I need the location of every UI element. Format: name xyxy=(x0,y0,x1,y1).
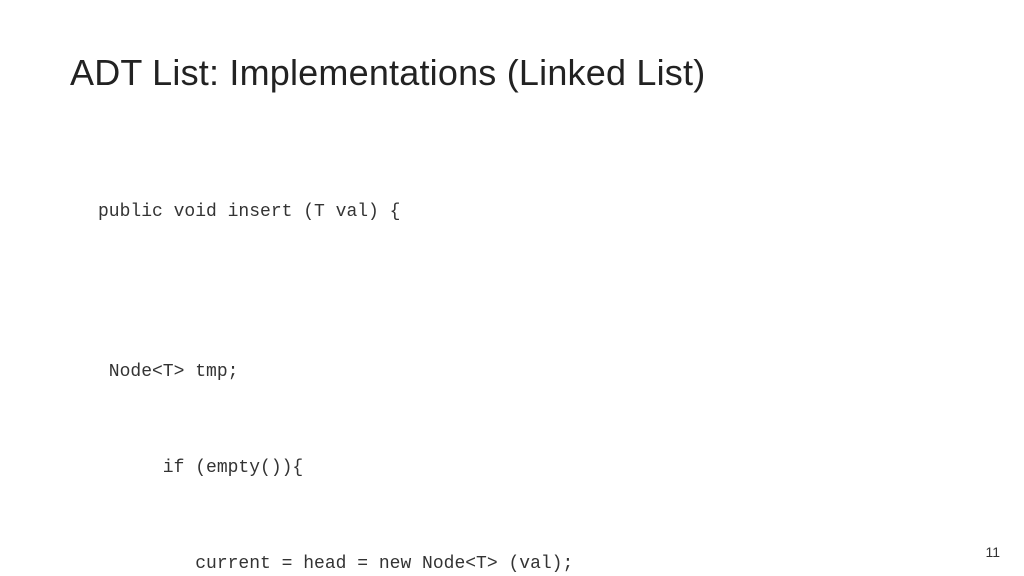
code-line: Node<T> tmp; xyxy=(98,356,954,388)
code-block: public void insert (T val) { Node<T> tmp… xyxy=(98,132,954,576)
slide: ADT List: Implementations (Linked List) … xyxy=(0,0,1024,576)
code-line: if (empty()){ xyxy=(98,452,954,484)
code-line: current = head = new Node<T> (val); xyxy=(98,548,954,576)
page-number: 11 xyxy=(985,544,1000,560)
slide-title: ADT List: Implementations (Linked List) xyxy=(70,52,954,94)
code-line: public void insert (T val) { xyxy=(98,196,954,228)
